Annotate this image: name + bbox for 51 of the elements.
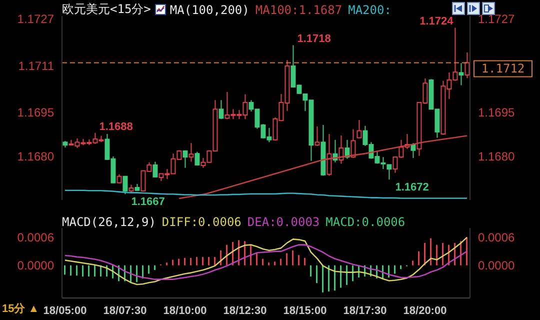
chart-title: 欧元美元<15分> xyxy=(62,1,151,18)
text: 1.1672 xyxy=(395,182,429,194)
text: MA100:1.1687 xyxy=(255,2,342,16)
annotation: MACD(26,12,9) xyxy=(62,215,156,229)
line-series xyxy=(64,236,468,286)
candlestick xyxy=(458,62,464,86)
line-series xyxy=(64,244,468,280)
candlestick xyxy=(116,174,122,184)
x-tick-label: 18/07:30 xyxy=(103,304,147,317)
series-label: DEA:0.0003 xyxy=(247,215,320,229)
y2-tick-label: 1.1727 xyxy=(478,12,516,26)
candlestick xyxy=(188,142,194,162)
candlestick xyxy=(122,176,128,195)
candlestick xyxy=(314,126,320,146)
candlestick xyxy=(356,119,362,139)
y2-tick-label: 1.1695 xyxy=(478,106,516,120)
text: MA200: xyxy=(348,2,392,16)
candlestick xyxy=(152,161,158,178)
candlestick xyxy=(326,133,332,176)
text: 15分 ▲ xyxy=(2,302,40,316)
x-tick-label: 18/10:00 xyxy=(163,304,207,317)
y2-tick-label: 0.0006 xyxy=(478,230,516,245)
candlestick xyxy=(182,150,188,168)
candlestick xyxy=(194,151,200,166)
y-tick-label: 1.1695 xyxy=(17,106,54,120)
y-tick-label: 1.1680 xyxy=(17,149,54,164)
y-tick-label: 1.1711 xyxy=(18,58,54,73)
y2-tick-label: 0.0000 xyxy=(478,258,516,273)
candlestick xyxy=(410,142,416,158)
line-series xyxy=(178,135,468,200)
x-tick-label: 18/05:00 xyxy=(43,304,87,317)
series-label: DIFF:0.0006 xyxy=(162,215,242,229)
y-tick-label: 1.1727 xyxy=(17,12,54,26)
text: 1.1667 xyxy=(131,196,165,208)
x-tick-label: 18/15:00 xyxy=(283,304,327,317)
y-tick-label: 0.0006 xyxy=(17,230,54,245)
text: 1.1724 xyxy=(420,16,454,28)
x-tick-label: 18/17:30 xyxy=(343,304,387,317)
ref-line-label: 1.1712 xyxy=(481,62,525,76)
candlestick xyxy=(338,134,344,164)
y-tick-label: 0.0000 xyxy=(17,258,54,273)
candlestick xyxy=(218,100,224,120)
y2-tick-label: 1.1680 xyxy=(478,149,516,164)
text: 1.1718 xyxy=(297,33,331,46)
x-tick-label: 18/12:30 xyxy=(223,304,267,317)
candlestick xyxy=(350,128,356,158)
annotation: MA(100,200) xyxy=(170,2,250,16)
text: 1.1688 xyxy=(99,120,133,133)
candlestick xyxy=(464,52,470,79)
series-label: MACD:0.0006 xyxy=(326,215,406,229)
x-tick-label: 18/20:00 xyxy=(403,304,447,317)
